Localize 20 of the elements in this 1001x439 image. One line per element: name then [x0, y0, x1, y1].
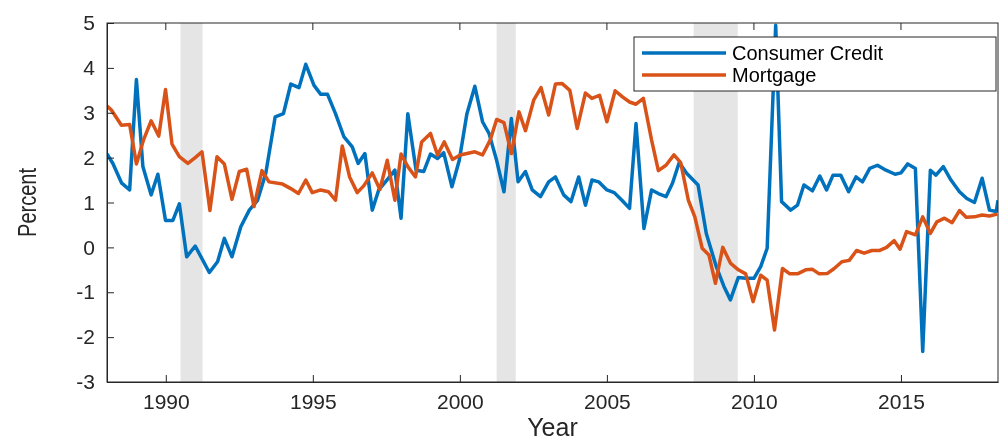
y-tick-label: 2 — [83, 145, 95, 169]
y-tick-label: -1 — [76, 280, 95, 304]
y-tick-label: -3 — [76, 370, 95, 394]
x-tick-label: 1995 — [289, 389, 337, 413]
y-tick-label: 5 — [83, 11, 95, 35]
x-tick-label: 2000 — [437, 389, 484, 413]
y-tick-label: 0 — [83, 235, 95, 259]
x-tick-label: 2015 — [878, 389, 925, 413]
y-tick-label: 1 — [83, 190, 95, 214]
y-tick-label: 3 — [83, 100, 95, 124]
x-tick-label: 2005 — [584, 389, 631, 413]
x-tick-label: 2010 — [731, 389, 778, 413]
line-series — [107, 23, 998, 354]
y-tick-label: 4 — [83, 56, 96, 80]
y-axis-title: Percent — [13, 167, 42, 237]
legend-label: Mortgage — [732, 64, 817, 86]
y-tick-label: -2 — [76, 325, 95, 349]
x-tick-label: 1990 — [142, 389, 190, 413]
x-axis-title: Year — [527, 413, 578, 439]
legend-label: Consumer Credit — [732, 42, 884, 64]
